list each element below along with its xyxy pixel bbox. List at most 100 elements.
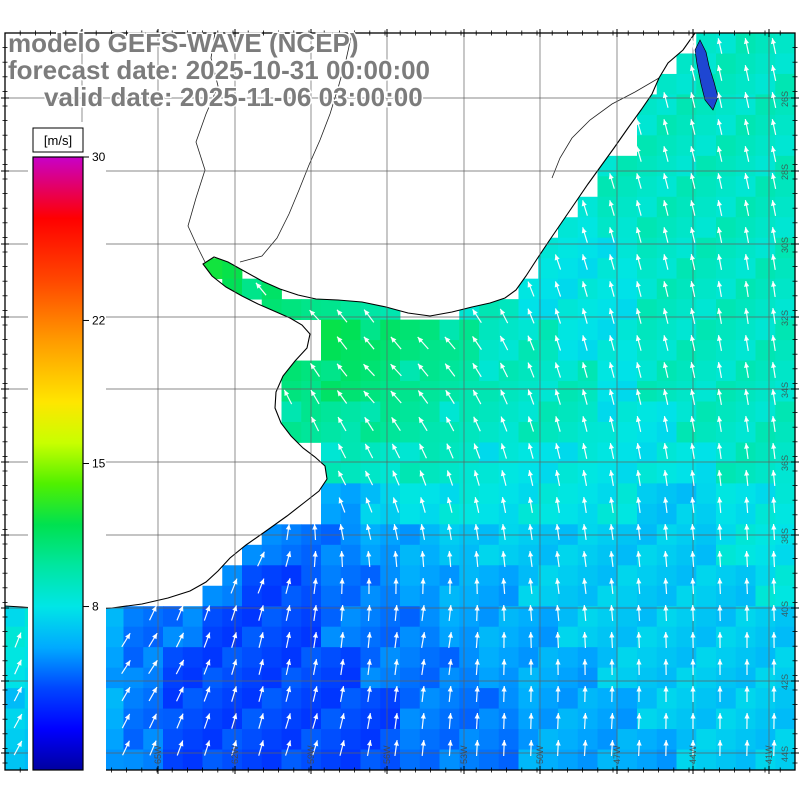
wave-speed-cell (360, 667, 381, 689)
wave-speed-cell (400, 585, 421, 607)
wave-arrow-head (717, 686, 723, 692)
wave-speed-cell (696, 626, 717, 648)
wave-arrow-head (663, 632, 669, 638)
wave-arrow-head (472, 309, 478, 316)
wave-speed-cell (676, 544, 697, 566)
wave-speed-cell (518, 708, 539, 730)
wave-speed-cell (676, 135, 697, 157)
wave-speed-cell (735, 135, 756, 157)
wave-speed-cell (538, 299, 559, 321)
wave-arrow-head (743, 146, 750, 153)
wave-speed-cell (143, 688, 164, 709)
wave-speed-cell (222, 667, 243, 689)
wave-arrow-head (390, 364, 397, 370)
wave-arrow-head (390, 390, 397, 397)
wave-speed-cell (637, 626, 658, 648)
wave-arrow-head (500, 497, 507, 504)
wave-arrow-head (528, 497, 534, 503)
wave-speed-cell (716, 299, 737, 321)
wave-arrow-head (259, 632, 265, 639)
wave-arrow-head (744, 605, 750, 611)
wave-speed-cell (577, 442, 598, 464)
wave-arrow-head (689, 119, 695, 126)
wave-speed-cell (479, 442, 500, 464)
wave-speed-cell (321, 360, 342, 382)
wave-arrow-head (743, 119, 750, 126)
wave-speed-cell (439, 421, 460, 443)
wave-speed-cell (775, 299, 795, 321)
wave-speed-cell (479, 606, 500, 628)
wave-speed-cell (242, 544, 263, 566)
wave-speed-cell (617, 688, 638, 709)
wave-arrow-head (744, 281, 750, 287)
wave-speed-cell (321, 647, 342, 669)
wave-arrow-head (474, 578, 480, 584)
wave-arrow-head (393, 632, 399, 638)
wave-speed-cell (281, 544, 302, 566)
wave-speed-cell (281, 565, 302, 587)
wave-speed-cell (577, 401, 598, 423)
wave-arrow-head (689, 173, 695, 180)
wave-speed-cell (459, 340, 480, 361)
wave-arrow-head (473, 497, 480, 504)
wave-arrow-head (338, 497, 344, 504)
wave-speed-cell (676, 503, 697, 525)
wave-speed-cell (123, 626, 144, 648)
wave-arrow-head (232, 605, 238, 612)
wave-speed-cell (261, 647, 282, 669)
wave-speed-cell (222, 626, 243, 648)
colorbar-tick-label: 30 (92, 150, 106, 164)
wave-speed-cell (676, 319, 697, 341)
wave-speed-cell (202, 626, 223, 648)
wave-arrow-head (771, 308, 777, 314)
wave-speed-cell (538, 585, 559, 607)
wave-speed-cell (261, 708, 282, 730)
wave-speed-cell (400, 462, 421, 484)
wave-arrow-head (419, 497, 425, 504)
wave-speed-cell (775, 749, 795, 770)
wave-speed-cell (380, 544, 401, 566)
wave-arrow-head (636, 605, 642, 611)
wave-speed-cell (439, 667, 460, 689)
wave-speed-cell (439, 381, 460, 402)
wave-speed-cell (696, 381, 717, 402)
wave-speed-cell (696, 667, 717, 689)
wave-speed-cell (281, 667, 302, 689)
wave-speed-cell (617, 585, 638, 607)
wave-arrow-head (609, 497, 615, 503)
wave-speed-cell (222, 565, 243, 587)
wave-speed-cell (696, 114, 717, 136)
wave-speed-cell (755, 340, 776, 361)
wave-arrow-head (312, 605, 318, 611)
wave-arrow-head (717, 551, 723, 557)
wave-speed-cell (716, 155, 737, 177)
wave-speed-cell (400, 503, 421, 525)
colorbar-ticks: 30 22 15 8 (83, 150, 106, 614)
wave-speed-cell (656, 155, 677, 177)
wave-speed-cell (577, 647, 598, 669)
wave-speed-cell (716, 421, 737, 443)
wave-arrow-head (690, 713, 696, 719)
wave-speed-cell (676, 53, 697, 75)
wave-speed-cell (696, 462, 717, 484)
wave-speed-cell (558, 237, 579, 259)
wave-speed-cell (656, 258, 677, 280)
wave-speed-cell (597, 217, 618, 239)
wave-arrow-head (474, 686, 480, 692)
wave-speed-cell (617, 155, 638, 177)
wave-arrow-head (474, 524, 480, 530)
wave-speed-cell (261, 544, 282, 566)
wave-speed-cell (775, 421, 795, 443)
longitude-label: 50W (535, 745, 545, 764)
wave-speed-cell (637, 319, 658, 341)
wave-speed-cell (400, 626, 421, 648)
wave-arrow-head (178, 713, 184, 720)
wave-arrow-head (744, 686, 750, 692)
wave-speed-cell (321, 544, 342, 566)
wave-speed-cell (400, 647, 421, 669)
wave-speed-cell (321, 442, 342, 464)
wave-arrow-head (474, 551, 480, 557)
wave-speed-cell (558, 340, 579, 361)
wave-speed-cell (656, 319, 677, 341)
wave-speed-cell (538, 319, 559, 341)
